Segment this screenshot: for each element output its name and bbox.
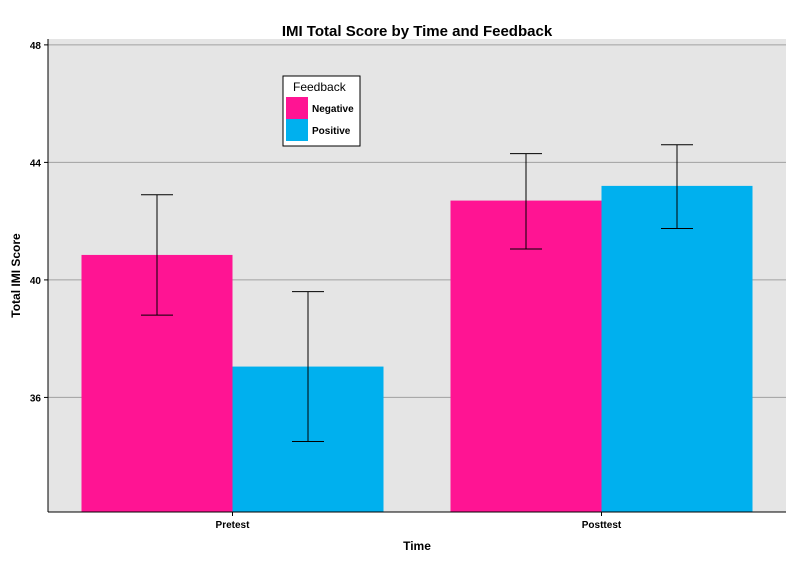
x-axis-title: Time [403, 539, 431, 553]
y-tick-label: 48 [30, 41, 42, 52]
tick-labels: 36 40 44 48 Pretest Posttest [30, 41, 622, 531]
y-tick-label: 36 [30, 393, 42, 404]
bar-posttest-negative [450, 200, 602, 512]
x-tick-label: Pretest [216, 520, 251, 531]
legend-title: Feedback [293, 80, 347, 94]
bar-posttest-positive [601, 185, 753, 512]
x-tick-label: Posttest [582, 520, 622, 531]
y-tick-label: 40 [30, 276, 42, 287]
y-tick-label: 44 [30, 158, 42, 169]
legend: Feedback Negative Positive [282, 75, 361, 147]
legend-label-positive: Positive [312, 126, 351, 137]
y-axis-title: Total IMI Score [9, 233, 23, 318]
error-bars [141, 144, 693, 442]
legend-key-negative [286, 97, 308, 119]
legend-label-negative: Negative [312, 104, 354, 115]
axes [44, 39, 786, 516]
legend-key-positive [286, 119, 308, 141]
chart-title: IMI Total Score by Time and Feedback [282, 23, 553, 40]
